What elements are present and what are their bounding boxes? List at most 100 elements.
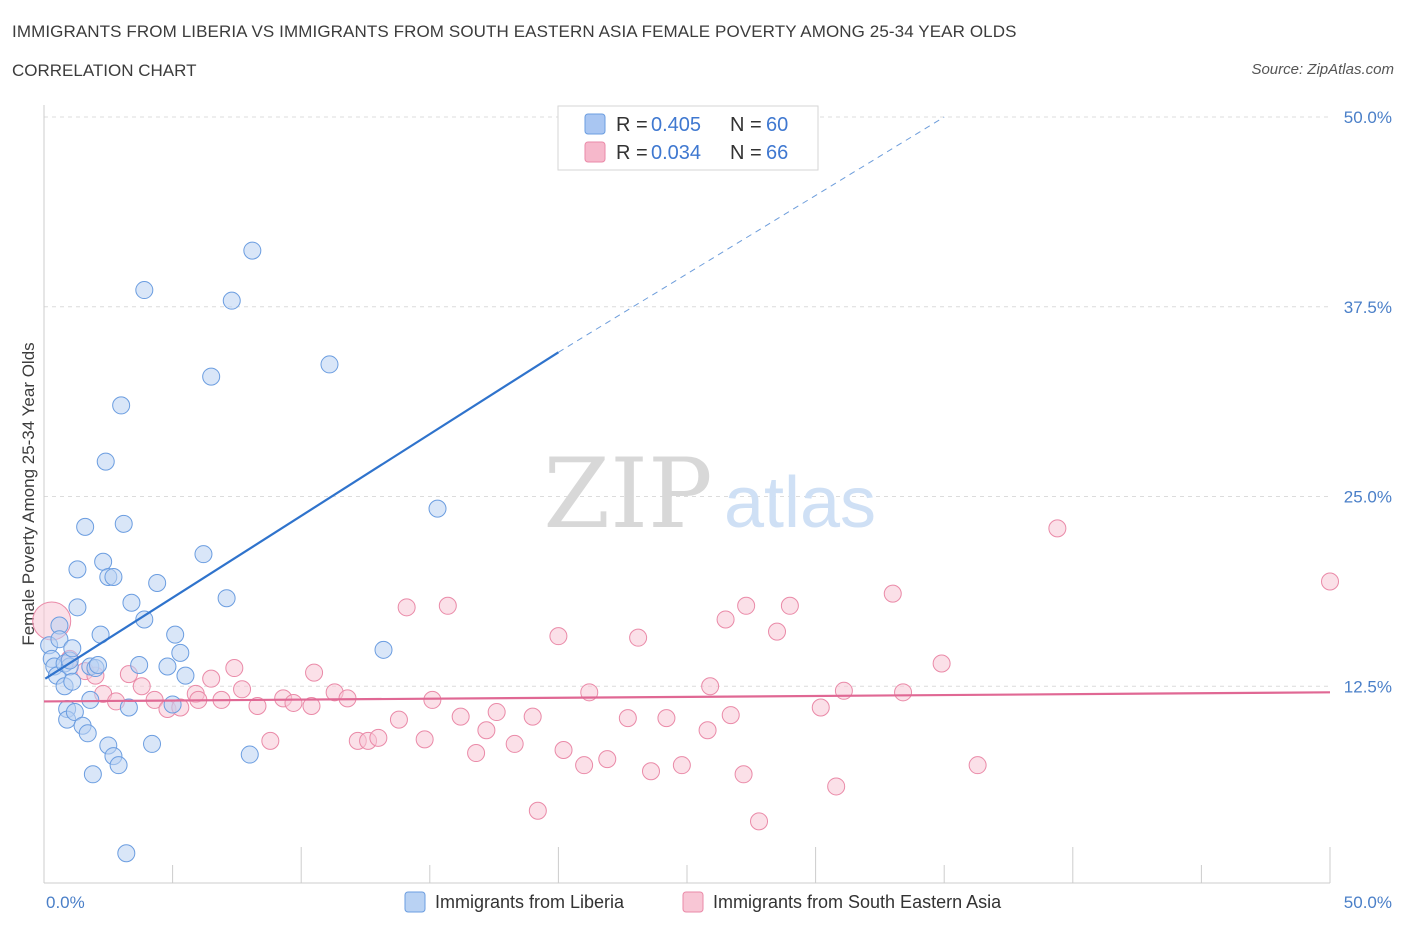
legend: R = 0.405 N = 60 R = 0.034 N = 66 bbox=[557, 105, 819, 171]
data-point bbox=[132, 677, 151, 696]
data-point bbox=[932, 654, 951, 673]
data-point bbox=[78, 724, 97, 743]
axes bbox=[43, 105, 1331, 884]
data-point bbox=[89, 655, 108, 674]
data-point bbox=[225, 659, 244, 678]
data-point bbox=[451, 707, 470, 726]
legend-n-value-sea: 66 bbox=[766, 142, 788, 164]
data-point bbox=[598, 750, 617, 769]
bottom-legend-swatch-sea bbox=[682, 891, 704, 913]
data-point bbox=[641, 762, 660, 781]
x-tick-label: 0.0% bbox=[46, 893, 85, 912]
y-tick-label: 25.0% bbox=[1344, 488, 1392, 507]
chart-title: IMMIGRANTS FROM LIBERIA VS IMMIGRANTS FR… bbox=[12, 22, 1017, 41]
data-point bbox=[618, 709, 637, 728]
data-point bbox=[672, 756, 691, 775]
data-point bbox=[397, 598, 416, 617]
legend-r-label-liberia: R = bbox=[616, 114, 648, 136]
trend-line-liberia bbox=[44, 351, 559, 680]
data-point bbox=[737, 596, 756, 615]
legend-r-value-liberia: 0.405 bbox=[651, 114, 701, 136]
data-point bbox=[194, 545, 213, 564]
trend-line-sea bbox=[43, 691, 1331, 703]
data-point bbox=[734, 765, 753, 784]
data-point bbox=[305, 663, 324, 682]
tick-labels: 12.5% 25.0% 37.5% 50.0% 0.0% 50.0% bbox=[46, 108, 1392, 912]
data-point bbox=[81, 690, 100, 709]
legend-n-value-liberia: 60 bbox=[766, 114, 788, 136]
legend-swatch-liberia bbox=[584, 113, 606, 135]
data-point bbox=[284, 693, 303, 712]
data-point bbox=[701, 677, 720, 696]
data-point bbox=[96, 452, 115, 471]
data-point bbox=[554, 741, 573, 760]
source-label: Source: ZipAtlas.com bbox=[1251, 61, 1394, 78]
data-point bbox=[233, 680, 252, 699]
data-point bbox=[63, 672, 82, 691]
data-point bbox=[65, 703, 84, 722]
data-point bbox=[1048, 519, 1067, 538]
data-point bbox=[423, 690, 442, 709]
data-point bbox=[135, 281, 154, 300]
data-point bbox=[716, 610, 735, 629]
data-point bbox=[302, 696, 321, 715]
watermark-atlas: atlas bbox=[724, 463, 876, 543]
data-point bbox=[415, 730, 434, 749]
data-point bbox=[76, 517, 95, 536]
data-point bbox=[240, 745, 259, 764]
grid-lines bbox=[44, 116, 1330, 687]
data-point bbox=[428, 499, 447, 518]
data-point bbox=[320, 355, 339, 374]
data-point bbox=[369, 728, 388, 747]
data-point bbox=[467, 744, 486, 763]
series-sea-points bbox=[32, 519, 1339, 831]
data-point bbox=[114, 514, 133, 533]
data-point bbox=[202, 669, 221, 688]
data-point bbox=[83, 765, 102, 784]
legend-n-label-sea: N = bbox=[730, 142, 762, 164]
data-point bbox=[811, 698, 830, 717]
chart-subtitle: CORRELATION CHART bbox=[12, 61, 197, 80]
data-point bbox=[243, 241, 262, 260]
data-point bbox=[1321, 572, 1339, 591]
data-point bbox=[768, 622, 787, 641]
data-point bbox=[171, 643, 190, 662]
legend-r-label-sea: R = bbox=[616, 142, 648, 164]
data-point bbox=[68, 560, 87, 579]
data-point bbox=[222, 291, 241, 310]
data-point bbox=[68, 598, 87, 617]
data-point bbox=[104, 567, 123, 586]
data-point bbox=[389, 710, 408, 729]
data-point bbox=[629, 628, 648, 647]
data-point bbox=[883, 584, 902, 603]
data-point bbox=[176, 666, 195, 685]
legend-n-label-liberia: N = bbox=[730, 114, 762, 136]
data-point bbox=[894, 683, 913, 702]
bottom-legend-label-sea: Immigrants from South Eastern Asia bbox=[713, 892, 1002, 912]
data-point bbox=[487, 703, 506, 722]
bottom-legend: Immigrants from Liberia Immigrants from … bbox=[404, 891, 1002, 913]
data-point bbox=[248, 696, 267, 715]
legend-swatch-sea bbox=[584, 141, 606, 163]
data-points bbox=[32, 241, 1339, 863]
data-point bbox=[112, 396, 131, 415]
data-point bbox=[698, 721, 717, 740]
data-point bbox=[202, 367, 221, 386]
data-point bbox=[968, 756, 987, 775]
y-tick-label: 50.0% bbox=[1344, 108, 1392, 127]
data-point bbox=[94, 552, 113, 571]
data-point bbox=[657, 709, 676, 728]
data-point bbox=[143, 734, 162, 753]
data-point bbox=[261, 731, 280, 750]
watermark: ZIP atlas bbox=[543, 438, 876, 550]
data-point bbox=[523, 707, 542, 726]
data-point bbox=[721, 706, 740, 725]
data-point bbox=[130, 655, 149, 674]
data-point bbox=[158, 657, 177, 676]
data-point bbox=[109, 756, 128, 775]
data-point bbox=[163, 695, 182, 714]
data-point bbox=[119, 698, 138, 717]
bottom-legend-label-liberia: Immigrants from Liberia bbox=[435, 892, 625, 912]
data-point bbox=[477, 721, 496, 740]
data-point bbox=[122, 593, 141, 612]
